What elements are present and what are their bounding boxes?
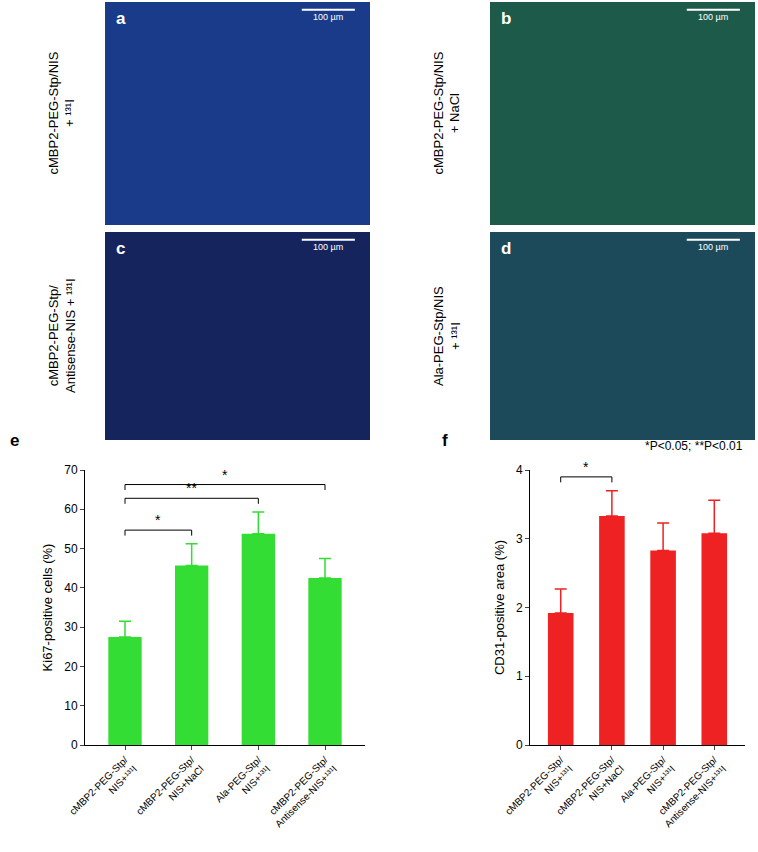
svg-text:0: 0 [516,738,523,752]
svg-text:**: ** [186,480,197,496]
svg-text:50: 50 [64,542,78,556]
svg-text:CD31-positive area (%): CD31-positive area (%) [492,540,507,675]
svg-text:Ki67-positive cells (%): Ki67-positive cells (%) [40,544,55,672]
svg-text:20: 20 [64,660,78,674]
svg-text:Ala-PEG-Stp/NIS+ ¹³¹I: Ala-PEG-Stp/NIS+ ¹³¹I [431,286,463,386]
svg-text:f: f [442,431,448,450]
svg-text:cMBP2-PEG-Stp/Antisense-NIS+¹³: cMBP2-PEG-Stp/Antisense-NIS+¹³¹I [653,754,728,829]
svg-text:0: 0 [71,738,78,752]
svg-text:Ala-PEG-Stp/NIS+¹³¹I: Ala-PEG-Stp/NIS+¹³¹I [618,754,678,814]
svg-text:Ala-PEG-Stp/NIS+¹³¹I: Ala-PEG-Stp/NIS+¹³¹I [213,754,273,814]
svg-text:4: 4 [516,463,523,477]
svg-text:30: 30 [64,620,78,634]
svg-text:e: e [10,431,19,450]
svg-text:c: c [116,239,125,258]
svg-text:10: 10 [64,699,78,713]
svg-text:cMBP2-PEG-Stp/Antisense-NIS +: cMBP2-PEG-Stp/Antisense-NIS + ¹³¹I [46,278,78,393]
svg-text:*: * [583,459,589,475]
svg-text:cMBP2-PEG-Stp/NIS+¹³¹I: cMBP2-PEG-Stp/NIS+¹³¹I [503,754,575,826]
svg-text:b: b [501,9,511,28]
svg-text:a: a [116,9,126,28]
svg-text:3: 3 [516,532,523,546]
svg-text:d: d [501,239,511,258]
svg-text:cMBP2-PEG-Stp/Antisense-NIS+¹³: cMBP2-PEG-Stp/Antisense-NIS+¹³¹I [264,754,339,829]
svg-text:cMBP2-PEG-Stp/NIS+ NaCl: cMBP2-PEG-Stp/NIS+ NaCl [431,51,463,174]
svg-text:cMBP2-PEG-Stp/NIS+NaCl: cMBP2-PEG-Stp/NIS+NaCl [554,754,626,826]
svg-text:100 µm: 100 µm [698,12,728,22]
svg-text:100 µm: 100 µm [698,242,728,252]
svg-text:cMBP2-PEG-Stp/NIS+NaCl: cMBP2-PEG-Stp/NIS+NaCl [134,754,206,826]
svg-text:cMBP2-PEG-Stp/NIS+¹³¹I: cMBP2-PEG-Stp/NIS+¹³¹I [67,754,139,826]
svg-text:2: 2 [516,601,523,615]
svg-text:cMBP2-PEG-Stp/NIS+ ¹³¹I: cMBP2-PEG-Stp/NIS+ ¹³¹I [46,51,78,174]
svg-text:60: 60 [64,502,78,516]
svg-text:40: 40 [64,581,78,595]
svg-text:1: 1 [516,669,523,683]
svg-text:100 µm: 100 µm [313,12,343,22]
svg-text:*: * [222,467,228,483]
svg-text:70: 70 [64,463,78,477]
svg-text:100 µm: 100 µm [313,242,343,252]
svg-text:*: * [155,512,161,528]
svg-text:*P<0.05; **P<0.01: *P<0.05; **P<0.01 [645,439,743,453]
